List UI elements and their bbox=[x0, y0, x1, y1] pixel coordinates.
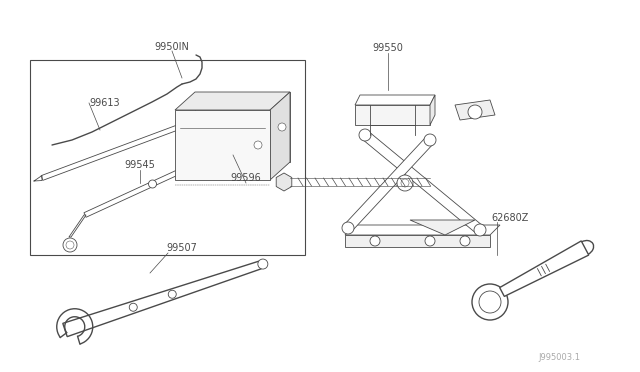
Circle shape bbox=[342, 222, 354, 234]
Circle shape bbox=[397, 175, 413, 191]
Circle shape bbox=[63, 238, 77, 252]
Polygon shape bbox=[345, 235, 490, 247]
Polygon shape bbox=[41, 103, 239, 180]
Circle shape bbox=[424, 134, 436, 146]
Polygon shape bbox=[175, 92, 290, 110]
Circle shape bbox=[468, 105, 482, 119]
Polygon shape bbox=[175, 110, 270, 180]
Circle shape bbox=[278, 123, 286, 131]
Circle shape bbox=[425, 236, 435, 246]
Polygon shape bbox=[362, 131, 483, 234]
Circle shape bbox=[359, 129, 371, 141]
Polygon shape bbox=[344, 137, 434, 231]
Polygon shape bbox=[410, 220, 475, 235]
Circle shape bbox=[254, 141, 262, 149]
Polygon shape bbox=[355, 105, 430, 125]
Circle shape bbox=[479, 291, 501, 313]
Polygon shape bbox=[345, 225, 500, 235]
Circle shape bbox=[370, 236, 380, 246]
Text: 9950IN: 9950IN bbox=[155, 42, 189, 52]
Polygon shape bbox=[195, 92, 290, 162]
Circle shape bbox=[129, 303, 137, 311]
Text: 99613: 99613 bbox=[89, 98, 120, 108]
Polygon shape bbox=[500, 241, 589, 296]
Circle shape bbox=[460, 236, 470, 246]
Text: 99596: 99596 bbox=[230, 173, 261, 183]
Text: 99545: 99545 bbox=[125, 160, 156, 170]
Polygon shape bbox=[355, 95, 435, 105]
Polygon shape bbox=[63, 261, 261, 337]
Circle shape bbox=[66, 241, 74, 249]
Circle shape bbox=[168, 290, 176, 298]
Text: 99550: 99550 bbox=[372, 43, 403, 53]
Polygon shape bbox=[276, 173, 292, 191]
Text: 99507: 99507 bbox=[166, 243, 197, 253]
Polygon shape bbox=[455, 100, 495, 120]
Polygon shape bbox=[270, 92, 290, 180]
Circle shape bbox=[401, 179, 409, 187]
Circle shape bbox=[472, 284, 508, 320]
Polygon shape bbox=[69, 215, 86, 237]
Circle shape bbox=[148, 180, 157, 188]
Circle shape bbox=[474, 224, 486, 236]
Polygon shape bbox=[430, 95, 435, 125]
Text: J995003.1: J995003.1 bbox=[538, 353, 580, 362]
Polygon shape bbox=[84, 151, 221, 217]
Text: 62680Z: 62680Z bbox=[492, 213, 529, 223]
Circle shape bbox=[258, 259, 268, 269]
Bar bbox=[30, 60, 305, 255]
